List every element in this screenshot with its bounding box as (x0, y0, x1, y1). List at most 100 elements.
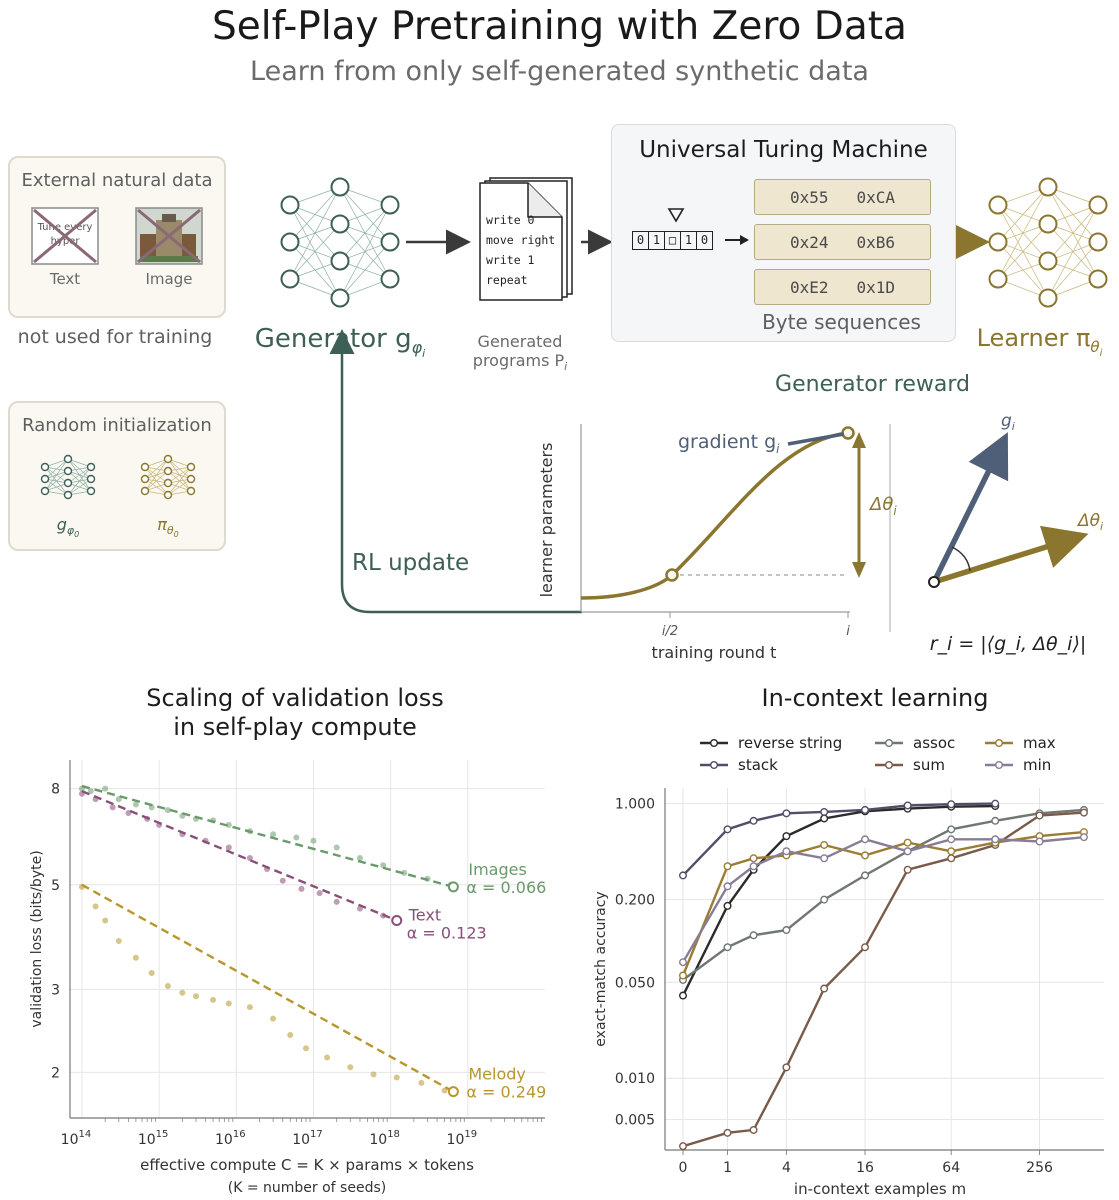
y-tick-label: 5 (51, 878, 60, 894)
data-point (947, 854, 956, 863)
data-point (861, 871, 870, 880)
icl-chart: 0 1 4 16 64 256 0.005 0.010 0.050 0.200 1.000 rever… (593, 734, 1104, 1198)
data-point (678, 1142, 687, 1151)
x-tick-label: 1015 (138, 1129, 169, 1148)
scatter-point (380, 862, 387, 869)
fit-line (81, 883, 454, 1093)
network-node (280, 232, 300, 252)
alpha-label: α = 0.066 (466, 878, 546, 897)
x-tick-label: 4 (782, 1160, 791, 1176)
x-tick-label: 64 (942, 1160, 960, 1176)
network-node (63, 490, 73, 500)
network-node (86, 486, 96, 496)
network-node (380, 195, 400, 215)
y-tick-label: 2 (51, 1065, 60, 1081)
data-point (861, 835, 870, 844)
network-node (86, 462, 96, 472)
learner-label: Learner πθi (976, 324, 1103, 359)
alpha-label: α = 0.123 (407, 923, 487, 942)
network-node (1038, 288, 1058, 308)
x-tick-label: 1017 (292, 1129, 323, 1148)
byte-sequence-box: 0x24 0xB6 (754, 224, 931, 260)
network-node (140, 462, 150, 472)
network-node (186, 486, 196, 496)
delta-vector-label: Δθi (1076, 511, 1103, 533)
data-point (723, 1128, 732, 1137)
tape-cell: □ (665, 232, 681, 249)
gradient-label: gradient gi (678, 431, 780, 456)
angle-arc (951, 546, 971, 572)
midpoint-marker (665, 568, 679, 582)
data-point (903, 838, 912, 847)
data-point (947, 800, 956, 809)
scatter-point (310, 837, 317, 844)
scaling-chart-title: Scaling of validation loss in self-play … (146, 684, 444, 741)
data-point (991, 835, 1000, 844)
not-used-caption: not used for training (17, 326, 213, 348)
scatter-point (333, 898, 340, 905)
program-line: write 1 (486, 253, 535, 267)
y-tick-label: 3 (51, 982, 60, 998)
data-point (723, 825, 732, 834)
tape-head-icon (667, 208, 685, 223)
network-node (988, 195, 1008, 215)
utm-title: Universal Turing Machine (639, 137, 928, 163)
network-node (140, 474, 150, 484)
series-line (682, 808, 1084, 981)
rl-update-label: RL update (352, 550, 470, 576)
scatter-point (148, 969, 155, 976)
scatter-point (225, 844, 232, 851)
x-tick-label: 1019 (447, 1129, 478, 1148)
tape-cell: 1 (649, 232, 665, 249)
network-node (1038, 251, 1058, 271)
legend-item: max (985, 734, 1056, 752)
byte-sequences-caption: Byte sequences (762, 310, 921, 334)
data-point (820, 814, 829, 823)
network-node (186, 462, 196, 472)
data-point (947, 825, 956, 834)
scatter-point (87, 788, 94, 795)
svg-text:stack: stack (738, 756, 778, 774)
network-node (40, 486, 50, 496)
y-axis-label: learner parameters (537, 443, 556, 598)
endpoint-marker (391, 914, 403, 926)
y-tick-label: 0.200 (615, 893, 655, 909)
page-subtitle: Learn from only self-generated synthetic… (250, 56, 869, 87)
x-tick-label: 0 (679, 1160, 688, 1176)
data-point (749, 1125, 758, 1134)
scatter-point (356, 854, 363, 861)
x-axis-sublabel: (K = number of seeds) (228, 1180, 386, 1196)
scatter-point (179, 989, 186, 996)
network-node (330, 288, 350, 308)
data-point (1079, 808, 1088, 817)
random-init-panel: Random initialization gφ0 πθ0 (8, 401, 226, 551)
tape-cell: 0 (700, 233, 709, 247)
endpoint-marker (447, 881, 459, 893)
y-tick-label: 0.010 (615, 1071, 655, 1087)
network-node (40, 462, 50, 472)
gradient-vector (931, 432, 1009, 584)
data-point (678, 871, 687, 880)
data-point (820, 854, 829, 863)
byte-sequence-box: 0xE2 0x1D (754, 269, 931, 305)
network-node (380, 232, 400, 252)
network-node (163, 490, 173, 500)
x-tick-label: 1 (723, 1160, 732, 1176)
program-code: write 0 move right write 1 repeat (486, 210, 555, 290)
crossed-image-icon (135, 207, 203, 265)
g-phi0-label: gφ0 (56, 515, 80, 540)
g-vector-label: gi (1001, 411, 1015, 433)
data-point (749, 862, 758, 871)
reward-vectors: gi Δθi r_i = |⟨g_i, Δθ_i⟩| (928, 411, 1103, 655)
series-label: Images (468, 860, 526, 879)
network-node (163, 478, 173, 488)
data-point (678, 971, 687, 980)
network-node (86, 474, 96, 484)
tape-to-bytes-arrow (725, 235, 749, 245)
y-tick-label: 1.000 (615, 797, 655, 813)
x-axis-label: training round t (652, 643, 777, 662)
top-flow-svg (329, 177, 990, 614)
scatter-point (115, 937, 122, 944)
random-init-title: Random initialization (22, 415, 212, 436)
page-title: Self-Play Pretraining with Zero Data (212, 4, 907, 49)
